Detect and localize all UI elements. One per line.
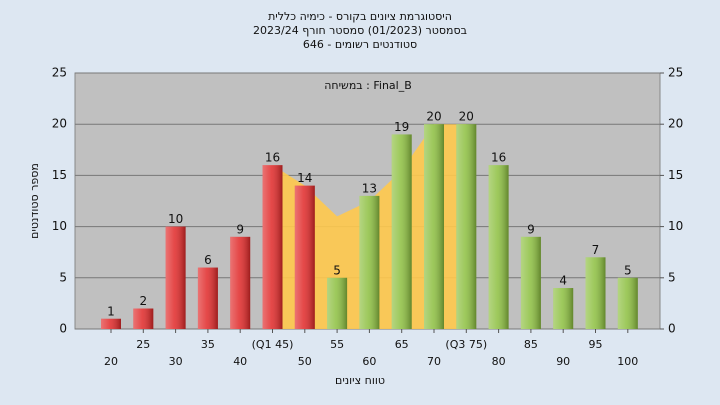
x-tick-label: 100 (617, 355, 638, 368)
bar-shade (294, 185, 315, 329)
bar-shade (262, 165, 283, 329)
bar-shade (327, 277, 348, 329)
value-label: 20 (459, 110, 474, 124)
bar-shade (553, 288, 574, 329)
x-tick-label: 40 (233, 355, 247, 368)
y2-tick-label: 15 (668, 168, 683, 182)
bar-shade (488, 165, 509, 329)
x-tick-label: 80 (492, 355, 506, 368)
y2-tick-label: 25 (668, 66, 683, 80)
x-tick-label: 95 (589, 338, 603, 351)
value-label: 7 (592, 243, 600, 257)
y2-tick-label: 5 (668, 270, 676, 284)
bar-shade (391, 134, 412, 329)
y-tick-label: 10 (52, 219, 67, 233)
x-tick-label: 30 (169, 355, 183, 368)
value-label: 9 (527, 222, 535, 236)
y2-tick-label: 10 (668, 219, 683, 233)
value-label: 5 (624, 263, 632, 277)
x-tick-label: 65 (395, 338, 409, 351)
value-label: 9 (236, 222, 244, 236)
y2-tick-label: 0 (668, 322, 676, 336)
bar-shade (230, 236, 251, 329)
bar-shade (520, 236, 541, 329)
chart-subtitle: בסמסטר (01/2023) סמסטר חורף 2023/24 (253, 24, 467, 37)
x-tick-label: 50 (298, 355, 312, 368)
value-label: 5 (333, 263, 341, 277)
value-label: 4 (559, 274, 567, 288)
annotation: במשיחה : Final_B (324, 79, 412, 92)
value-label: 1 (107, 304, 115, 318)
y-tick-label: 15 (52, 168, 67, 182)
bar-shade (197, 267, 218, 329)
y-tick-label: 20 (52, 117, 67, 131)
value-label: 2 (139, 294, 147, 308)
y-tick-label: 0 (59, 322, 67, 336)
bar-shade (617, 277, 638, 329)
bar-shade (133, 308, 154, 329)
x-tick-label: 60 (362, 355, 376, 368)
value-label: 20 (426, 110, 441, 124)
bar-shade (424, 124, 444, 329)
y-tick-label: 25 (52, 66, 67, 80)
bar-shade (456, 124, 477, 329)
value-label: 6 (204, 253, 212, 267)
x-tick-label: 55 (330, 338, 344, 351)
value-label: 10 (168, 212, 183, 226)
x-tick-label: 35 (201, 338, 215, 351)
bar-shade (101, 318, 121, 329)
x-tick-label: 25 (136, 338, 150, 351)
y-tick-label: 5 (59, 270, 67, 284)
value-label: 19 (394, 120, 409, 134)
x-tick-label: 90 (556, 355, 570, 368)
x-tick-label: 85 (524, 338, 538, 351)
y-axis-title: מספר סטודנטים (28, 163, 41, 239)
value-label: 16 (265, 151, 280, 165)
x-tick-label: 70 (427, 355, 441, 368)
chart-title: היסטוגרמת ציונים בקורס - כימיה כללית (268, 10, 452, 23)
x-tick-label: (Q1 45) (252, 338, 294, 351)
bar-shade (359, 195, 380, 329)
x-tick-label: 20 (104, 355, 118, 368)
x-axis-title: טווח ציונים (335, 374, 385, 387)
value-label: 16 (491, 151, 506, 165)
chart-subtitle: סטודנטים רשומים - 646 (303, 38, 417, 51)
x-tick-label: (Q3 75) (445, 338, 487, 351)
bar-shade (585, 257, 606, 329)
y2-tick-label: 20 (668, 117, 683, 131)
bar-shade (165, 226, 186, 329)
value-label: 13 (362, 181, 377, 195)
value-label: 14 (297, 171, 312, 185)
